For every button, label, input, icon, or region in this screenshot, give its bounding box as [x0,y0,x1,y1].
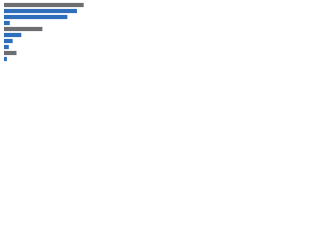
bar [4,2,84,8]
bar [4,26,43,32]
bar [4,8,77,14]
bar [4,14,68,20]
bar [4,38,13,44]
bar [4,56,7,62]
bar [4,32,22,38]
chart [4,2,84,62]
bar [4,50,17,56]
bar [4,20,10,26]
bar [4,44,9,50]
page: {"chart_data": {"type": "bar", "orientat… [0,0,100,71]
